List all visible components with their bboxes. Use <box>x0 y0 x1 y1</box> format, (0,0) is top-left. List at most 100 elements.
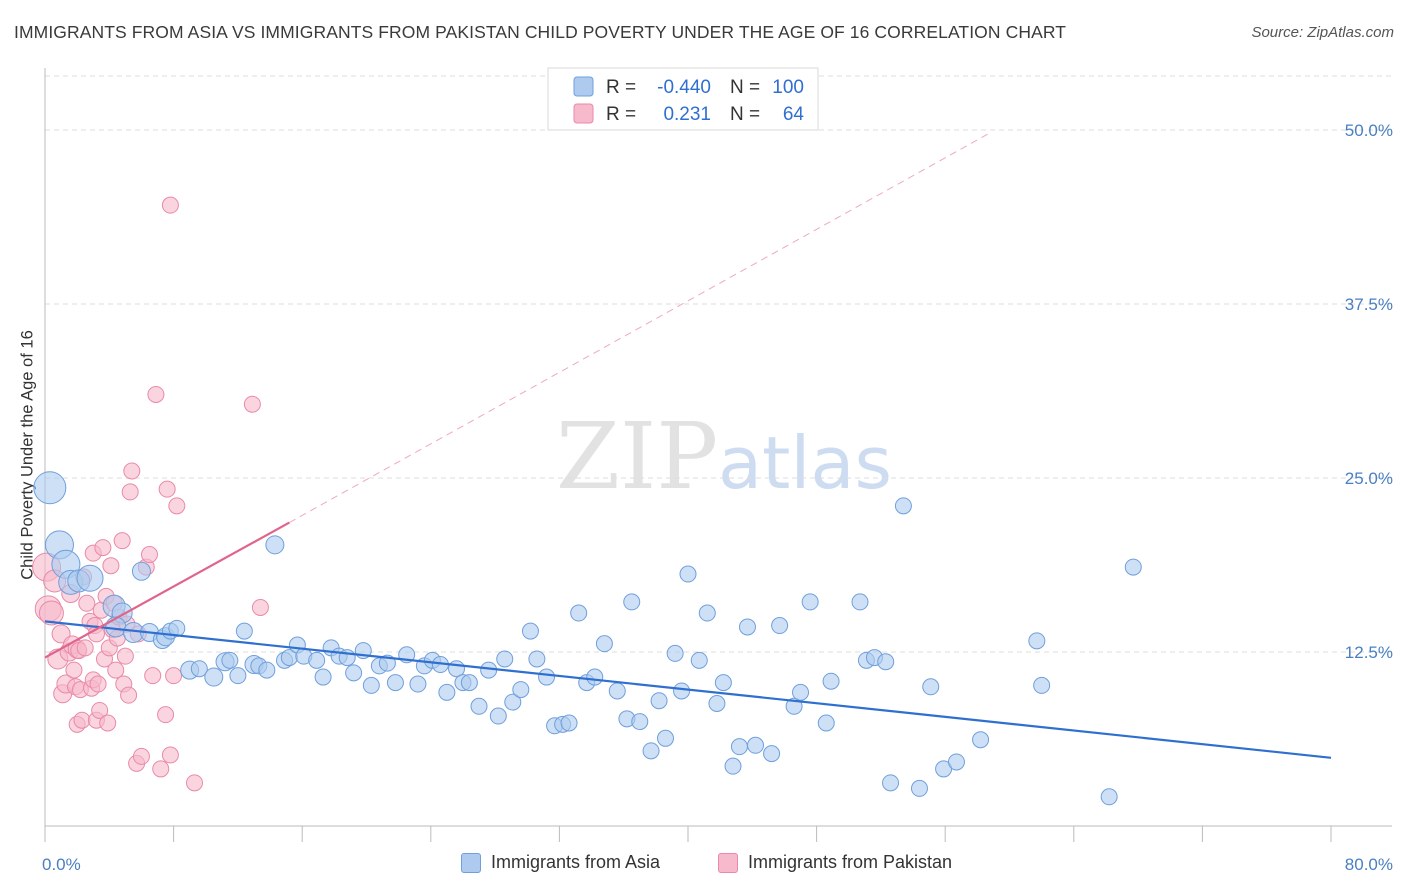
asia-point-58 <box>528 650 546 668</box>
asia-point-43 <box>409 675 427 693</box>
pakistan-point-29 <box>91 701 109 719</box>
asia-point-41 <box>386 674 404 692</box>
pakistan-point-48 <box>123 462 141 480</box>
asia-point-32 <box>314 668 332 686</box>
asia-point-5 <box>76 564 104 592</box>
axes <box>44 68 1392 842</box>
asia-point-17 <box>190 660 208 678</box>
pakistan-point-53 <box>140 546 158 564</box>
pakistan-point-11 <box>65 661 83 679</box>
legend-pakistan-n-value: 64 <box>783 104 805 125</box>
pakistan-point-56 <box>152 760 170 778</box>
asia-point-102 <box>1028 632 1046 650</box>
asia-point-55 <box>504 693 522 711</box>
asia-point-66 <box>595 635 613 653</box>
legend-pakistan-r-value: 0.231 <box>663 104 711 125</box>
asia-point-92 <box>851 593 869 611</box>
pakistan-trend-extension <box>289 132 991 523</box>
pakistan-point-60 <box>165 667 183 685</box>
asia-point-74 <box>666 644 684 662</box>
pakistan-point-20 <box>78 594 96 612</box>
asia-point-20 <box>221 651 239 669</box>
pakistan-point-17 <box>73 711 91 729</box>
asia-point-54 <box>496 650 514 668</box>
asia-point-72 <box>650 692 668 710</box>
asia-point-79 <box>708 695 726 713</box>
legend-asia-r-label: R = <box>606 77 636 98</box>
asia-trend-line <box>44 620 1332 759</box>
pakistan-point-58 <box>158 480 176 498</box>
asia-point-31 <box>308 651 326 669</box>
pakistan-point-63 <box>243 395 261 413</box>
watermark-atlas: atlas <box>718 421 892 505</box>
pakistan-trend-line <box>44 521 290 659</box>
legend-asia-n-label: N = <box>730 77 760 98</box>
asia-point-50 <box>460 674 478 692</box>
asia-point-36 <box>345 664 363 682</box>
pakistan-point-55 <box>147 385 165 403</box>
pakistan-point-42 <box>113 532 131 550</box>
legend-item-pakistan: Immigrants from Pakistan <box>718 852 952 873</box>
asia-point-18 <box>204 667 224 687</box>
asia-point-95 <box>877 653 895 671</box>
asia-point-90 <box>817 714 835 732</box>
legend-asia-label: Immigrants from Asia <box>491 852 661 872</box>
asia-point-56 <box>512 681 530 699</box>
asia-point-76 <box>679 565 697 583</box>
stats-legend: R = -0.440 N = 100 R = 0.231 N = 64 <box>547 67 819 131</box>
asia-point-100 <box>947 753 965 771</box>
bottom-legend: Immigrants from Asia Immigrants from Pak… <box>0 850 1406 880</box>
pakistan-point-47 <box>121 483 139 501</box>
asia-point-106 <box>894 497 912 515</box>
asia-point-69 <box>623 593 641 611</box>
asia-point-73 <box>656 729 674 747</box>
legend-asia-r-value: -0.440 <box>657 77 711 98</box>
asia-point-105 <box>1124 558 1142 576</box>
pakistan-point-39 <box>107 661 125 679</box>
asia-point-88 <box>792 683 810 701</box>
y-tick-label-0: 12.5% <box>1345 643 1393 662</box>
x-tick-label-max: 80.0% <box>1345 855 1393 874</box>
pakistan-point-2 <box>38 600 64 626</box>
asia-point-82 <box>730 738 748 756</box>
pakistan-point-65 <box>161 196 179 214</box>
pakistan-point-62 <box>185 774 203 792</box>
asia-point-51 <box>470 697 488 715</box>
legend-pakistan-n-label: N = <box>730 104 760 125</box>
asia-point-8 <box>105 616 127 638</box>
asia-point-53 <box>489 707 507 725</box>
y-tick-label-1: 25.0% <box>1345 469 1393 488</box>
asia-point-77 <box>690 651 708 669</box>
asia-point-65 <box>586 668 604 686</box>
asia-point-98 <box>922 678 940 696</box>
chart-title: IMMIGRANTS FROM ASIA VS IMMIGRANTS FROM … <box>14 22 1067 42</box>
asia-point-101 <box>972 731 990 749</box>
legend-pakistan-r-label: R = <box>606 104 636 125</box>
x-tick-label-min: 0.0% <box>42 855 81 874</box>
asia-point-21 <box>229 667 247 685</box>
asia-point-0 <box>33 471 67 505</box>
asia-point-38 <box>362 676 380 694</box>
pakistan-trend-dashed <box>289 132 991 523</box>
asia-point-84 <box>747 736 765 754</box>
pakistan-point-28 <box>89 675 107 693</box>
asia-point-62 <box>560 714 578 732</box>
asia-point-85 <box>763 745 781 763</box>
pakistan-point-64 <box>251 598 269 616</box>
legend-asia-marker <box>461 852 481 873</box>
legend-item-asia: Immigrants from Asia <box>461 852 660 873</box>
asia-point-59 <box>538 668 556 686</box>
asia-point-97 <box>910 779 928 797</box>
asia-point-91 <box>822 672 840 690</box>
pakistan-point-57 <box>157 706 175 724</box>
pakistan-point-34 <box>99 714 117 732</box>
watermark: ZIP atlas <box>556 403 892 510</box>
asia-point-26 <box>265 535 285 555</box>
asia-point-71 <box>642 742 660 760</box>
asia-point-25 <box>258 661 276 679</box>
legend-asia-n-value: 100 <box>772 77 804 98</box>
pakistan-point-54 <box>144 667 162 685</box>
grid-lines <box>45 75 1392 653</box>
asia-point-83 <box>738 618 756 636</box>
